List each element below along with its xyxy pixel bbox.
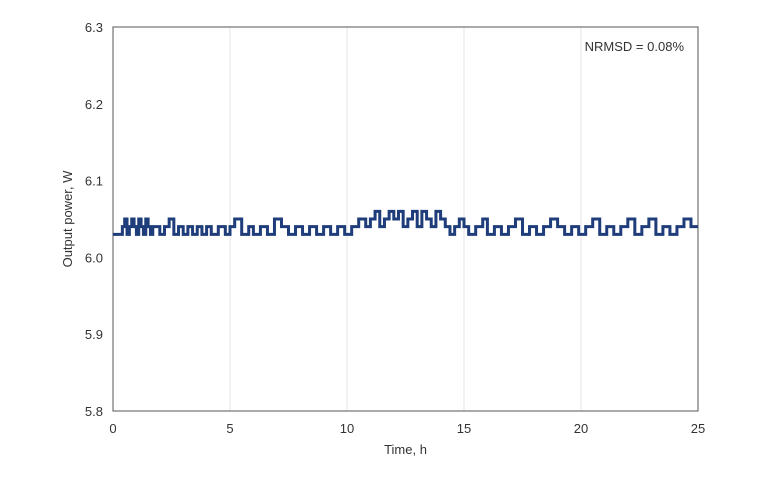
x-tick-label: 5 xyxy=(226,421,233,436)
x-axis-ticks: 0 5 10 15 20 25 xyxy=(109,421,705,436)
x-tick-label: 0 xyxy=(109,421,116,436)
y-tick-label: 6.2 xyxy=(85,97,103,112)
x-axis-title: Time, h xyxy=(384,442,427,457)
x-tick-label: 25 xyxy=(691,421,705,436)
y-tick-label: 6.3 xyxy=(85,20,103,35)
y-tick-label: 6.0 xyxy=(85,250,103,265)
x-tick-label: 15 xyxy=(457,421,471,436)
output-power-series-line xyxy=(113,209,698,236)
y-tick-label: 5.8 xyxy=(85,404,103,419)
y-axis-title: Output power, W xyxy=(60,170,75,268)
plot-area-frame xyxy=(112,26,699,412)
x-tick-label: 20 xyxy=(574,421,588,436)
nrmsd-annotation: NRMSD = 0.08% xyxy=(585,39,685,54)
y-tick-label: 5.9 xyxy=(85,327,103,342)
y-axis-ticks: 5.8 5.9 6.0 6.1 6.2 6.3 xyxy=(85,20,103,419)
x-tick-label: 10 xyxy=(340,421,354,436)
y-tick-label: 6.1 xyxy=(85,174,103,189)
series-layer xyxy=(113,209,698,236)
